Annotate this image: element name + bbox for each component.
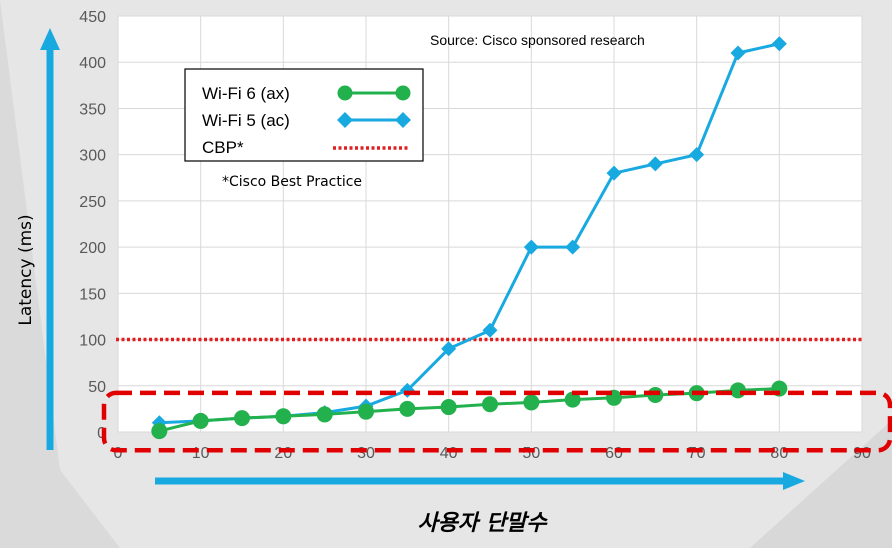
legend-label-wifi6: Wi-Fi 6 (ax): [202, 84, 290, 103]
legend-swatch-wifi5: [337, 112, 411, 128]
point-wifi6: [399, 400, 416, 417]
x-tick-label: 30: [357, 445, 375, 462]
y-tick-label: 200: [79, 240, 106, 257]
point-wifi5: [523, 239, 539, 255]
point-wifi5: [606, 165, 622, 181]
point-wifi6: [440, 399, 457, 416]
cbp-footnote: *Cisco Best Practice: [222, 174, 362, 190]
y-axis-label: Latency (ms): [16, 214, 36, 325]
series-layer: [101, 36, 892, 453]
x-tick-label: 20: [274, 445, 292, 462]
x-tick-label: 90: [853, 445, 871, 462]
y-tick-label: 350: [79, 101, 106, 118]
y-tick-label: 400: [79, 55, 106, 72]
point-wifi5: [441, 341, 457, 357]
legend: Wi-Fi 6 (ax) Wi-Fi 5 (ac) CBP*: [184, 68, 424, 162]
x-tick-label: 0: [114, 445, 123, 462]
source-note: Source: Cisco sponsored research: [430, 32, 645, 48]
y-tick-label: 0: [97, 425, 106, 442]
point-wifi5: [647, 156, 663, 172]
y-axis-arrow: [40, 28, 60, 450]
y-axis-ticks: 0 50 100 150 200 250 300 350 400 450: [79, 9, 106, 442]
point-wifi6: [192, 412, 209, 429]
x-axis-label: 사용자 단말수: [417, 511, 548, 536]
point-wifi6: [523, 394, 540, 411]
y-tick-label: 100: [79, 333, 106, 350]
y-tick-label: 300: [79, 148, 106, 165]
highlight-box: [101, 390, 892, 453]
x-tick-label: 60: [605, 445, 623, 462]
point-wifi6: [358, 403, 374, 420]
point-wifi6: [234, 410, 250, 427]
x-tick-label: 70: [688, 445, 706, 462]
point-wifi5: [730, 45, 746, 61]
point-wifi6: [316, 406, 333, 423]
x-tick-label: 10: [192, 445, 210, 462]
point-wifi5: [565, 239, 581, 255]
y-tick-label: 150: [79, 286, 106, 303]
point-wifi6: [151, 423, 168, 440]
legend-label-wifi5: Wi-Fi 5 (ac): [202, 111, 290, 130]
point-wifi6: [482, 396, 498, 413]
point-wifi5: [482, 322, 498, 338]
x-tick-label: 50: [522, 445, 540, 462]
y-tick-label: 450: [79, 9, 106, 26]
x-tick-label: 40: [440, 445, 458, 462]
point-wifi5: [771, 36, 787, 52]
x-tick-label: 80: [770, 445, 788, 462]
point-wifi5: [689, 147, 705, 163]
point-wifi6: [564, 391, 581, 408]
legend-swatch-wifi6: [337, 85, 411, 101]
point-wifi6: [730, 382, 746, 399]
point-wifi6: [275, 408, 292, 425]
legend-label-cbp: CBP*: [202, 138, 244, 157]
y-tick-label: 50: [88, 379, 106, 396]
y-tick-label: 250: [79, 194, 106, 211]
x-axis-arrow: [155, 472, 805, 490]
